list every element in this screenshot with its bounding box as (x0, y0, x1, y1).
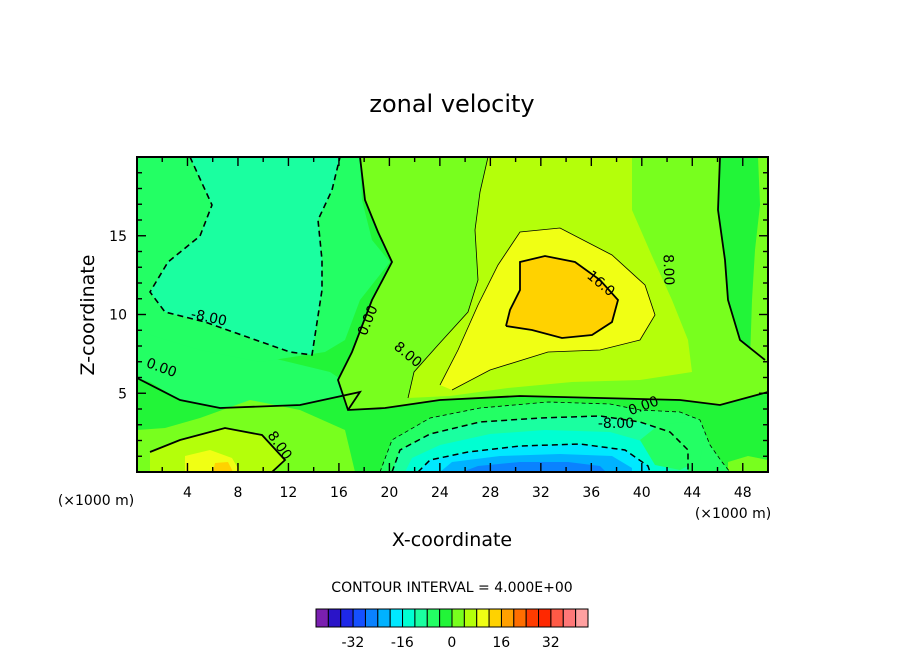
y-axis-label: Z-coordinate (77, 255, 99, 376)
colorbar-swatch (426, 608, 441, 628)
x-tick-label: 48 (734, 485, 752, 501)
contour-line (379, 401, 731, 472)
x-tick-label: 32 (532, 485, 550, 501)
x-axis-label: X-coordinate (392, 529, 512, 551)
contour-label: -8.00 (189, 306, 228, 329)
x-tick-label: 24 (431, 485, 449, 501)
x-tick-label: 16 (330, 485, 348, 501)
contour-region-lower-right-pos (728, 456, 768, 472)
contour-region-upper-left-core (150, 157, 340, 355)
contour-interval-text: CONTOUR INTERVAL = 4.000E+00 (331, 580, 572, 596)
colorbar-swatch (364, 608, 379, 628)
contour-line (391, 415, 689, 472)
contour-line (137, 377, 362, 411)
contour-fills (137, 157, 768, 472)
y-axis: 5 10 15 (109, 172, 768, 457)
colorbar-swatch (439, 608, 453, 628)
contour-line (717, 157, 766, 361)
contour-label: 8.00 (659, 254, 676, 286)
contour-lines (137, 157, 768, 472)
colorbar-tick-label: -32 (341, 635, 364, 651)
y-tick-label: 15 (109, 229, 127, 245)
colorbar-swatch (488, 608, 502, 628)
contour-line (407, 157, 489, 399)
x-tick-label: 28 (481, 485, 499, 501)
colorbar-tick-label: 16 (492, 635, 510, 651)
colorbar-swatch (525, 608, 540, 628)
chart-title: zonal velocity (369, 90, 534, 118)
colorbar-swatch (414, 608, 428, 628)
x-unit-left: (×1000 m) (58, 493, 134, 509)
x-axis: 4 8 12 16 20 24 28 32 36 40 44 48 (161, 157, 752, 501)
colorbar-swatch (575, 608, 589, 628)
colorbar-swatch (538, 608, 552, 628)
colorbar-swatch (352, 608, 366, 628)
colorbar-swatch (451, 608, 465, 628)
colorbar-swatch (315, 608, 329, 628)
colorbar-tick-label: -16 (391, 635, 414, 651)
y-tick-label: 5 (118, 386, 127, 402)
colorbar-swatch (327, 608, 342, 628)
colorbar-swatch (550, 608, 564, 628)
x-tick-label: 44 (683, 485, 701, 501)
x-tick-label: 8 (233, 485, 242, 501)
colorbar-tick-label: 0 (447, 635, 456, 651)
contour-line (149, 157, 341, 356)
colorbar-swatch (389, 608, 404, 628)
x-tick-label: 4 (183, 485, 192, 501)
x-tick-label: 20 (380, 485, 398, 501)
contour-label: -8.00 (598, 416, 634, 432)
contour-line (505, 255, 619, 339)
contour-line (149, 427, 287, 472)
y-tick-label: 10 (109, 308, 127, 324)
colorbar-swatch (500, 608, 515, 628)
x-tick-label: 12 (280, 485, 298, 501)
colorbar-swatch (513, 608, 527, 628)
x-tick-label: 40 (633, 485, 651, 501)
x-unit-right: (×1000 m) (695, 506, 771, 522)
colorbar-swatch (463, 608, 478, 628)
colorbar-swatch (340, 608, 354, 628)
contour-region-left-band-lower (137, 330, 360, 408)
contour-region-lower-left-peak (213, 462, 233, 472)
colorbar-tick-label: 32 (542, 635, 560, 651)
contour-line (417, 443, 651, 472)
colorbar-swatch (562, 608, 577, 628)
contour-region-jet-core (506, 256, 618, 338)
colorbar-swatch (402, 608, 416, 628)
colorbar: -32 -16 0 16 32 (315, 608, 589, 651)
x-tick-label: 36 (582, 485, 600, 501)
contour-region-bottom-neg6 (462, 462, 606, 472)
contour-line (337, 157, 768, 411)
colorbar-swatch (377, 608, 391, 628)
contour-region-upper-right-band (750, 157, 768, 392)
contour-line (439, 227, 656, 391)
colorbar-swatch (476, 608, 490, 628)
